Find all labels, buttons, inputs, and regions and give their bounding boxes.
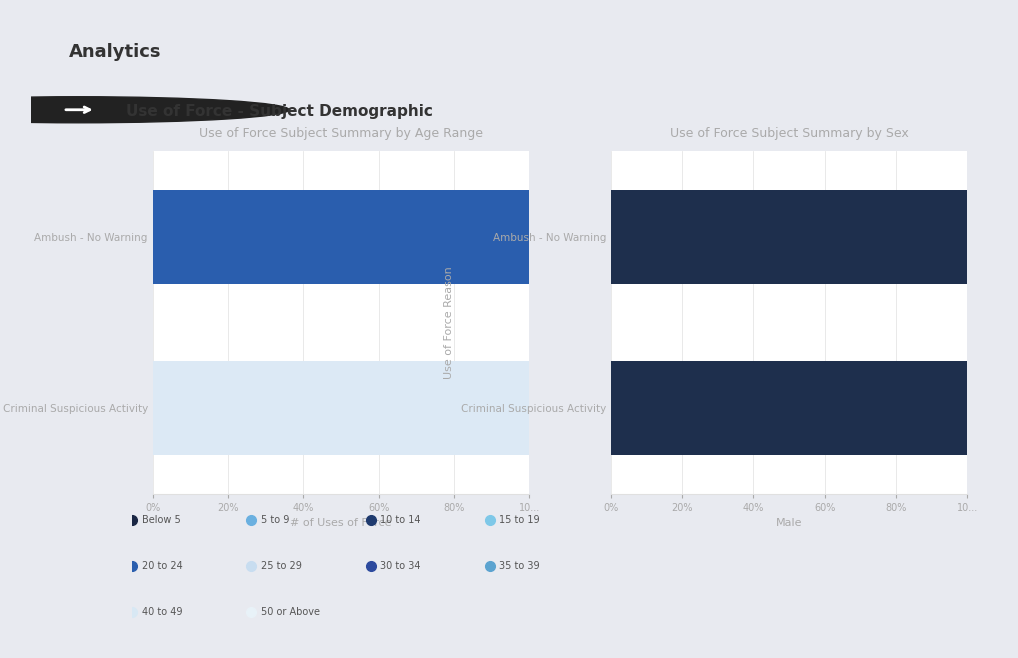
Text: 35 to 39: 35 to 39: [499, 561, 540, 571]
Text: 15 to 19: 15 to 19: [499, 515, 540, 525]
Text: 20 to 24: 20 to 24: [142, 561, 182, 571]
Text: 30 to 34: 30 to 34: [380, 561, 420, 571]
Text: Analytics: Analytics: [69, 43, 161, 61]
Text: 5 to 9: 5 to 9: [261, 515, 289, 525]
Bar: [611, 361, 967, 455]
Circle shape: [0, 97, 289, 123]
Title: Use of Force Subject Summary by Sex: Use of Force Subject Summary by Sex: [670, 128, 908, 140]
Text: 10 to 14: 10 to 14: [380, 515, 420, 525]
Title: Use of Force Subject Summary by Age Range: Use of Force Subject Summary by Age Rang…: [200, 128, 483, 140]
Text: Below 5: Below 5: [142, 515, 180, 525]
Text: 25 to 29: 25 to 29: [261, 561, 301, 571]
X-axis label: # of Uses of Force: # of Uses of Force: [290, 518, 392, 528]
Text: 40 to 49: 40 to 49: [142, 607, 182, 617]
Bar: [153, 361, 529, 455]
Text: Use of Force - Subject Demographic: Use of Force - Subject Demographic: [126, 104, 433, 119]
Bar: [611, 190, 967, 284]
X-axis label: Male: Male: [776, 518, 802, 528]
Y-axis label: Use of Force Reason: Use of Force Reason: [444, 266, 454, 379]
Bar: [153, 190, 529, 284]
Text: 50 or Above: 50 or Above: [261, 607, 320, 617]
